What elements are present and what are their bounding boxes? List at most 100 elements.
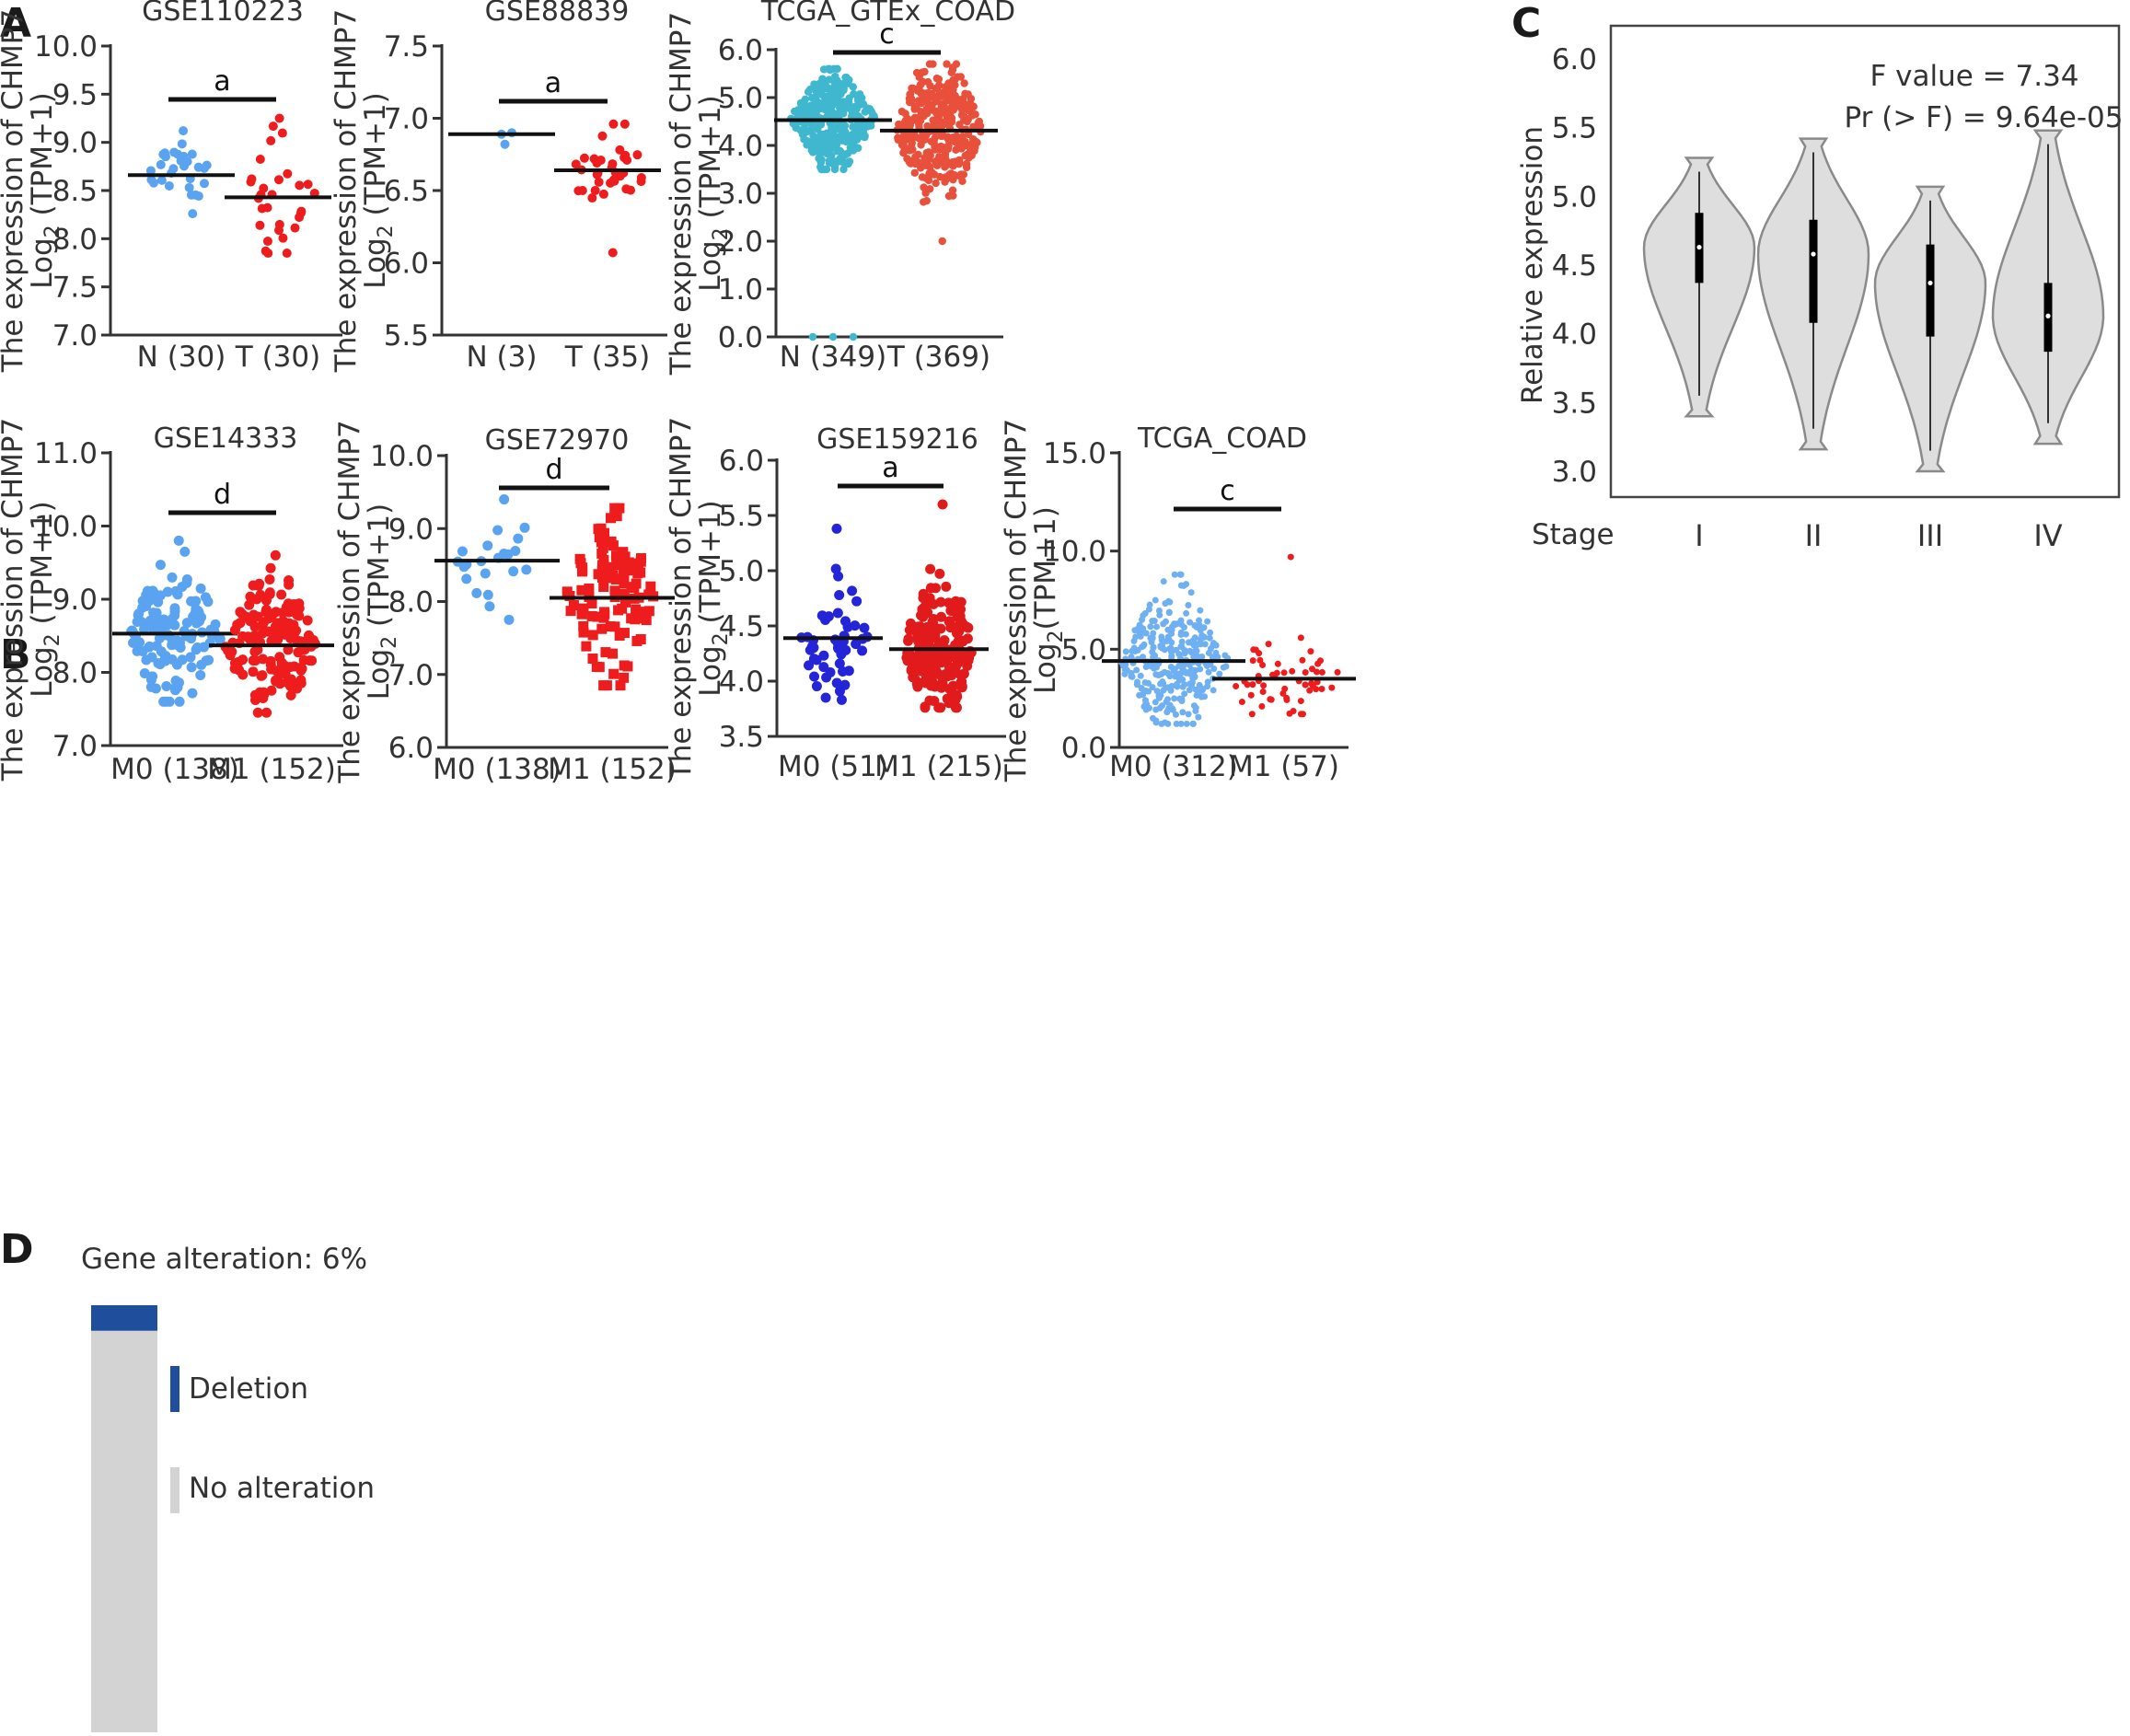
data-point [1129, 647, 1136, 654]
data-point [622, 156, 632, 166]
y-tick-label: 10.0 [370, 440, 434, 473]
data-point [600, 647, 611, 658]
data-point [851, 110, 860, 118]
data-point [917, 80, 925, 88]
y-tick-label: 8.5 [52, 175, 98, 208]
data-point [1165, 608, 1173, 616]
panel-label-a: A [0, 0, 31, 47]
y-tick-label: 7.0 [52, 730, 98, 763]
data-point [1307, 648, 1314, 655]
y-axis-label: The expression of CHMP7 [665, 12, 698, 376]
data-point [1183, 581, 1190, 588]
data-point [260, 595, 272, 606]
x-category-label: M1 (215) [874, 750, 1003, 783]
y-tick-label: 6.5 [384, 175, 429, 208]
scatter-plot-gse110223: 7.0 7.5 8.0 8.5 9.0 9.5 10.0 GSE110223 The expre… [0, 0, 342, 374]
ylabel-units: (TPM+1) [359, 92, 392, 225]
y-tick-label: 7.0 [384, 103, 429, 136]
data-point [1145, 704, 1152, 712]
data-point [1188, 649, 1196, 656]
data-point [1177, 582, 1185, 589]
y-tick-label: 4.5 [1552, 249, 1597, 283]
data-point [818, 85, 827, 94]
data-point [914, 150, 922, 159]
data-point [950, 172, 959, 180]
data-point [1302, 669, 1309, 677]
data-point [630, 614, 641, 625]
data-point [614, 630, 625, 641]
data-point [513, 533, 524, 544]
data-point [847, 585, 858, 596]
data-point [937, 102, 945, 111]
data-point [971, 137, 980, 146]
data-point [822, 165, 831, 174]
data-point [631, 604, 642, 615]
data-point [1248, 711, 1256, 718]
data-point [1189, 720, 1197, 727]
deletion-legend-swatch [170, 1366, 179, 1412]
plot-title: TCGA_GTEx_COAD [760, 0, 1015, 28]
data-point [1122, 661, 1129, 668]
data-point [164, 696, 175, 707]
data-point [933, 702, 944, 713]
x-category-label: IV [2033, 518, 2062, 553]
y-tick-label: 3.5 [719, 721, 764, 754]
data-point [1195, 713, 1202, 721]
data-point [586, 610, 597, 621]
data-point [636, 173, 646, 183]
data-point [179, 546, 191, 557]
data-point [1133, 666, 1140, 674]
data-point [1216, 670, 1223, 677]
data-point [609, 585, 620, 596]
data-point [1238, 698, 1245, 705]
data-point [1140, 703, 1148, 711]
data-point [148, 608, 159, 619]
y-tick-label: 5.5 [384, 319, 429, 353]
data-point [268, 631, 279, 642]
data-point [934, 568, 945, 579]
y-tick-label: 7.5 [52, 272, 98, 305]
data-point [292, 683, 303, 694]
data-point [1123, 666, 1130, 674]
scatter-plot-gse88839: 5.5 6.0 6.5 7.0 7.5 GSE88839 The expression of… [330, 0, 667, 374]
data-point [573, 186, 584, 196]
f-value-annotation: F value = 7.34 [1870, 60, 2078, 93]
data-point [574, 553, 585, 564]
data-point [608, 668, 619, 679]
data-point [834, 590, 845, 601]
data-point [950, 702, 961, 713]
data-point [849, 332, 858, 341]
data-point [643, 606, 654, 617]
data-point [176, 156, 186, 166]
ylabel-subscript: 2 [710, 632, 733, 645]
data-point [1187, 589, 1195, 596]
data-point [270, 550, 281, 561]
data-point [174, 638, 185, 649]
data-point [1157, 680, 1164, 688]
data-point [1190, 702, 1198, 710]
data-point [1164, 597, 1172, 605]
data-point [260, 246, 271, 256]
data-point [1186, 687, 1193, 694]
data-point [1149, 618, 1156, 625]
data-point [1233, 682, 1240, 689]
ylabel-units: (TPM+1) [363, 503, 396, 636]
data-point [1171, 695, 1178, 702]
data-point [568, 599, 579, 610]
data-point [1164, 720, 1172, 727]
data-point [923, 122, 932, 131]
y-axis-label-units: Log2 (TPM+1) [359, 92, 398, 289]
data-point [1204, 618, 1211, 625]
data-point [162, 619, 173, 631]
data-point [1157, 691, 1164, 699]
data-point [132, 637, 143, 648]
data-point [1196, 617, 1203, 624]
scatter-plot-tcga-coad: 0.0 5.0 10.0 15.0 TCGA_COAD The expression of… [1000, 419, 1356, 783]
data-point [833, 64, 841, 74]
data-point [195, 669, 206, 680]
data-point [577, 562, 588, 573]
data-point [941, 88, 949, 97]
panel-label-c: C [1511, 0, 1541, 47]
data-point [599, 607, 610, 618]
